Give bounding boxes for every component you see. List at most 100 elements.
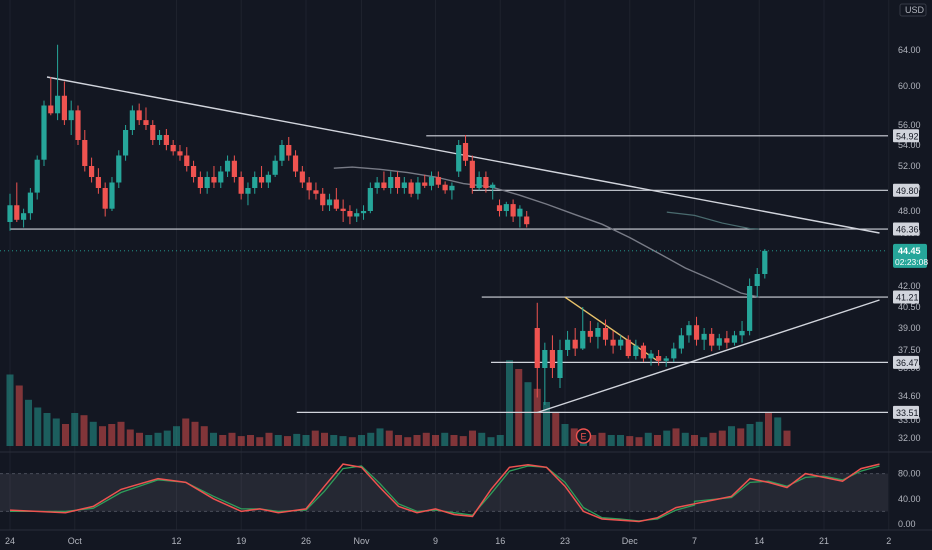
volume-bar [191,421,199,446]
candle-body [150,125,156,140]
volume-bar [200,426,208,446]
candle-body [75,110,81,140]
candle-body [27,192,33,214]
volume-bar [598,432,606,446]
time-tick: 16 [495,536,505,546]
candle-body [678,335,684,349]
candle-body [754,274,760,286]
oscillator-tick: 80.00 [898,469,921,479]
candle-body [41,105,47,160]
candle-body [360,211,367,214]
candle-body [408,182,414,194]
volume-bar [89,421,97,446]
candle-body [354,213,360,217]
volume-bar [367,432,375,446]
candle-body [258,177,265,183]
oscillator-tick: 0.00 [898,519,916,529]
candle-body [415,182,421,194]
volume-bar [432,435,439,446]
candle-body [116,155,122,183]
volume-bar [441,432,449,446]
candle-body [449,185,455,191]
candle-body [587,330,593,337]
volume-bar [635,437,643,446]
candle-body [686,325,692,336]
volume-bar [52,418,60,446]
volume-bar [515,369,523,446]
candle-body [534,328,540,368]
volume-bar [15,385,23,446]
volume-bar [43,413,51,446]
volume-bar [506,360,513,446]
price-tick: 33.00 [898,415,921,425]
volume-bar [737,428,745,446]
time-tick: Oct [68,536,83,546]
volume-bar [663,430,671,446]
candle-body [204,177,210,188]
candle-body [218,171,224,183]
candle-body [490,184,496,188]
candle-body [367,188,373,211]
candle-body [716,338,722,346]
candle-body [517,208,523,217]
candle-body [292,155,299,172]
volume-bar [617,435,624,446]
candle-body [671,348,677,359]
volume-bar [395,435,402,446]
candle-body [701,333,707,340]
candle-body [656,356,662,361]
price-tick: 48.00 [898,206,921,216]
candle-body [572,339,578,349]
candle-body [747,286,753,331]
volume-bar [219,435,227,446]
candle-body [20,213,27,220]
volume-bars [6,360,791,446]
volume-bar [543,402,550,446]
candles[interactable]: E [7,44,768,444]
time-axis[interactable]: 24 Oct 12 19 26 Nov 9 16 23 Dec 7 14 21 2 [0,529,932,546]
volume-bar [422,432,430,446]
price-tick: 37.50 [898,345,921,355]
volume-bar [71,413,79,446]
volume-bar [339,436,347,446]
volume-bar [358,435,365,446]
price-tick: 52.00 [898,161,921,171]
candle-body [238,177,244,194]
volume-bar [117,421,125,446]
volume-bar [348,437,356,446]
volume-bar [654,435,661,446]
candle-body [462,143,469,161]
candle-body [388,177,394,188]
candle-body [640,345,647,359]
candle-body [211,177,217,183]
candle-body [595,328,601,337]
time-tick: 7 [692,536,697,546]
price-level-badge [893,129,919,143]
candle-body [184,155,190,166]
candle-body [326,199,333,206]
candle-body [381,182,387,188]
volume-bar [265,432,273,446]
countdown-label: 02:23:08 [895,257,928,267]
candle-body [272,160,278,175]
price-level-badge [893,183,919,197]
price-tick: 60.00 [898,81,921,91]
volume-bar [533,388,541,446]
candle-body [177,151,183,156]
candle-body [724,338,730,343]
volume-bar [478,432,486,446]
price-tick: 40.50 [898,302,921,312]
price-level-badge-label: 49.80 [896,186,919,196]
price-level-badge [893,222,919,236]
volume-bar [709,432,717,446]
candle-body [88,166,95,177]
volume-bar [783,430,791,446]
oscillator-pane: 80.00 40.00 0.00 [0,463,921,529]
volume-bar [228,432,236,446]
price-level-badge [893,405,919,419]
volume-bar [561,424,569,446]
time-tick: 14 [754,536,764,546]
volume-bar [589,435,597,446]
